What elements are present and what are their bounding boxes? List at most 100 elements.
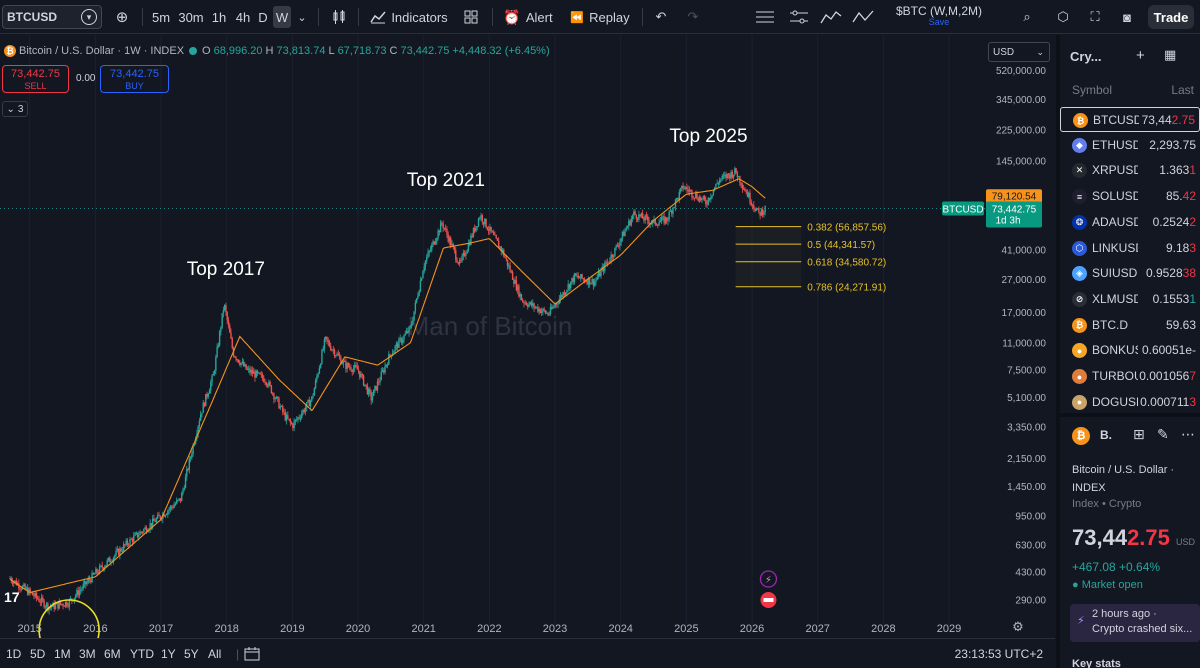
range-all[interactable]: All xyxy=(208,647,222,661)
interval-d[interactable]: D xyxy=(258,9,268,25)
range-5d[interactable]: 5D xyxy=(30,647,46,661)
watchlist-row-xrpusd[interactable]: ✕ XRPUSD 1.3631 xyxy=(1060,158,1200,183)
candle-body xyxy=(128,544,130,546)
watchlist-row-solusd[interactable]: ≡ SOLUSD 85.42 xyxy=(1060,184,1200,209)
candle-body xyxy=(614,247,616,257)
axis-settings-icon[interactable]: ⚙ xyxy=(1012,620,1024,635)
candle-body xyxy=(359,371,361,378)
add-symbol-icon[interactable]: + xyxy=(1136,47,1145,64)
interval-w[interactable]: W xyxy=(273,6,291,28)
interval-30m[interactable]: 30m xyxy=(178,9,204,25)
candle-body xyxy=(126,540,129,545)
candle-body xyxy=(236,359,239,361)
watchlist-row-turbou[interactable]: ● TURBOU 0.0010567 xyxy=(1060,364,1200,389)
last-main: 0.1553 xyxy=(1152,291,1190,306)
candle-body xyxy=(638,214,640,220)
chart-pane[interactable]: 2015 2016 2017 2018 2019 2020 2021 2022 2023 2024… xyxy=(0,35,1055,638)
indicators-button[interactable]: Indicators xyxy=(366,6,452,28)
candle-body xyxy=(343,361,346,363)
details-short: B. xyxy=(1100,428,1112,442)
candle-body xyxy=(519,294,521,297)
range-6m[interactable]: 6M xyxy=(104,647,121,661)
templates-icon[interactable] xyxy=(458,6,484,28)
candle-body xyxy=(607,261,610,263)
watchlist-row-dogusd[interactable]: ● DOGUSD0.0007113 xyxy=(1060,390,1200,415)
layout-save[interactable]: Save xyxy=(928,17,950,27)
utc-clock[interactable]: 23:13:53 UTC+2 xyxy=(954,647,1043,661)
coin-icon: ● xyxy=(1072,343,1087,359)
candle-body xyxy=(326,336,328,341)
watchlist-row-ethusd[interactable]: ◆ ETHUSD 2,293.75 xyxy=(1060,133,1200,158)
sell-button[interactable]: 73,442.75 SELL xyxy=(2,65,69,93)
watchlist-row-linkusd[interactable]: ⬡ LINKUSD 9.183 xyxy=(1060,236,1200,261)
grid-icon[interactable]: ⊞ xyxy=(1133,426,1145,442)
candle-body xyxy=(720,178,722,180)
range-1m[interactable]: 1M xyxy=(54,647,71,661)
abc-pattern-icon[interactable] xyxy=(850,6,876,28)
news-title: Crypto crashed six... xyxy=(1092,623,1193,635)
camera-icon[interactable]: ◙ xyxy=(1123,9,1131,25)
news-card[interactable]: ⚡ 2 hours ago · Crypto crashed six... xyxy=(1070,604,1200,642)
watchlist-row-btcd[interactable]: ₿ BTC.D 59.63 xyxy=(1060,313,1200,338)
redo-icon[interactable]: ↷ xyxy=(687,9,699,24)
candle-body xyxy=(319,364,322,368)
price-chart[interactable]: 2015 2016 2017 2018 2019 2020 2021 2022 2023 2024… xyxy=(0,35,1055,638)
interval-5m[interactable]: 5m xyxy=(151,9,171,25)
currency-select[interactable]: USD ⌄ xyxy=(988,42,1050,62)
buy-button[interactable]: 73,442.75 BUY xyxy=(100,65,169,93)
layout-name[interactable]: $BTC (W,M,2M) Save xyxy=(896,5,982,28)
y-tick-label: 5,100.00 xyxy=(1007,393,1046,404)
x-tick-label: 2015 xyxy=(17,623,41,635)
candle-body xyxy=(45,603,48,607)
interval-4h[interactable]: 4h xyxy=(235,9,251,25)
interval-chevron-icon[interactable]: ⌄ xyxy=(297,11,307,24)
watchlist-title[interactable]: Cry... xyxy=(1070,49,1102,64)
quick-search-icon[interactable]: ⌕ xyxy=(1023,9,1031,24)
candle-body xyxy=(518,285,520,297)
more-icon[interactable]: ⋯ xyxy=(1181,426,1195,442)
line-chart-icon[interactable] xyxy=(818,6,844,28)
range-ytd[interactable]: YTD xyxy=(130,647,154,661)
candle-body xyxy=(350,367,352,371)
x-tick-label: 2017 xyxy=(149,623,173,635)
candle-body xyxy=(500,246,502,252)
replay-button[interactable]: ⏪ Replay xyxy=(568,6,632,28)
lightning-event-icon[interactable] xyxy=(759,570,778,588)
candle-body xyxy=(188,458,191,470)
undo-icon[interactable]: ↶ xyxy=(655,9,667,24)
candle-body xyxy=(645,215,648,217)
candle-body xyxy=(667,219,669,221)
calendar-icon[interactable] xyxy=(244,647,260,664)
candle-body xyxy=(346,363,348,369)
candle-body xyxy=(495,235,497,239)
range-3m[interactable]: 3M xyxy=(79,647,96,661)
candle-body xyxy=(731,171,734,178)
trade-button[interactable]: Trade xyxy=(1148,5,1194,29)
watchlist-row-suiusd[interactable]: ◈ SUIUSD 0.952838 xyxy=(1060,261,1200,286)
range-1d[interactable]: 1D xyxy=(6,647,22,661)
candle-body xyxy=(578,277,581,279)
watchlist-header: Symbol Last xyxy=(1060,79,1200,101)
alert-button[interactable]: ⏰ Alert xyxy=(500,6,556,28)
range-1y[interactable]: 1Y xyxy=(161,647,176,661)
candles-icon[interactable] xyxy=(326,6,352,28)
edit-icon[interactable]: ✎ xyxy=(1157,426,1169,442)
compare-plus-icon[interactable]: ⊕ xyxy=(115,9,129,26)
fullscreen-icon[interactable]: ⛶ xyxy=(1090,9,1100,24)
watchlist-row-bonkus[interactable]: ● BONKUS 0.60051e- xyxy=(1060,338,1200,363)
indicators-toggle[interactable]: ⌄ 3 xyxy=(2,101,28,117)
watchlist-row-adausd[interactable]: ❂ ADAUSD 0.25242 xyxy=(1060,210,1200,235)
col-symbol[interactable]: Symbol xyxy=(1072,83,1113,97)
watchlist-row-xlmusd[interactable]: ⊘ XLMUSD 0.15531 xyxy=(1060,287,1200,312)
candle-body xyxy=(477,218,480,227)
interval-1h[interactable]: 1h xyxy=(211,9,227,25)
watchlist-menu-icon[interactable]: ▦ xyxy=(1164,47,1177,62)
col-last[interactable]: Last xyxy=(1171,83,1194,97)
sliders-icon[interactable] xyxy=(786,6,812,28)
layout-lines-icon[interactable] xyxy=(752,6,778,28)
symbol-search[interactable]: BTCUSD ▾ xyxy=(2,5,102,29)
watchlist-row-btcusd[interactable]: ₿ BTCUSD 73,442.75 xyxy=(1060,107,1200,132)
candle-body xyxy=(671,210,673,214)
settings-gear-icon[interactable]: ⬡ xyxy=(1057,9,1069,24)
range-5y[interactable]: 5Y xyxy=(184,647,199,661)
